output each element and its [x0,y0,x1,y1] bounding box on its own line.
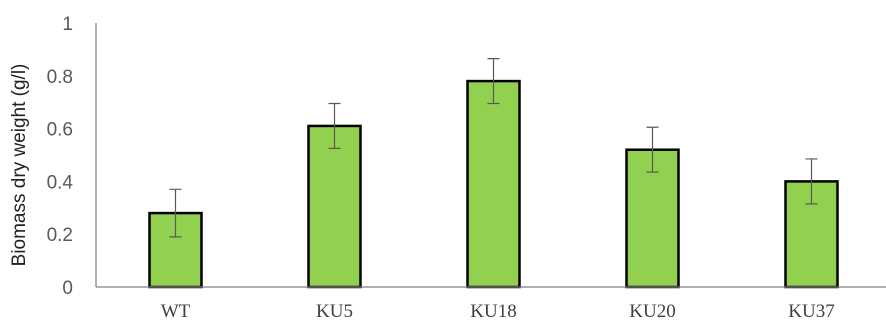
error-bar-ku37 [805,158,818,205]
y-tick-label: 0.8 [47,67,73,88]
bar-group [148,79,839,289]
y-tick-label: 0.6 [47,120,73,141]
y-tick-labels: 0 0.2 0.4 0.6 0.8 1 [47,14,74,299]
bar-ku5 [307,124,362,289]
x-tick-label-ku20: KU20 [629,301,675,322]
x-tick-label-ku5: KU5 [316,301,353,322]
y-tick-label: 0 [62,278,73,299]
y-tick-label: 0.4 [47,172,74,193]
x-tick-label-ku37: KU37 [788,301,834,322]
error-bar-ku20 [646,126,659,173]
y-tick-label: 0.2 [47,225,73,246]
x-tick-label-ku18: KU18 [470,301,516,322]
error-bar-ku5 [328,102,341,149]
x-tick-labels: WT KU5 KU18 KU20 KU37 [161,301,835,322]
y-tick-label: 1 [62,14,73,35]
y-axis-label: Biomass dry weight (g/l) [9,64,30,267]
error-bar-ku18 [487,58,500,105]
error-bar-wt [169,188,182,238]
error-bar-group [169,58,818,238]
x-tick-label-wt: WT [161,301,191,322]
bar-ku18 [466,79,521,289]
